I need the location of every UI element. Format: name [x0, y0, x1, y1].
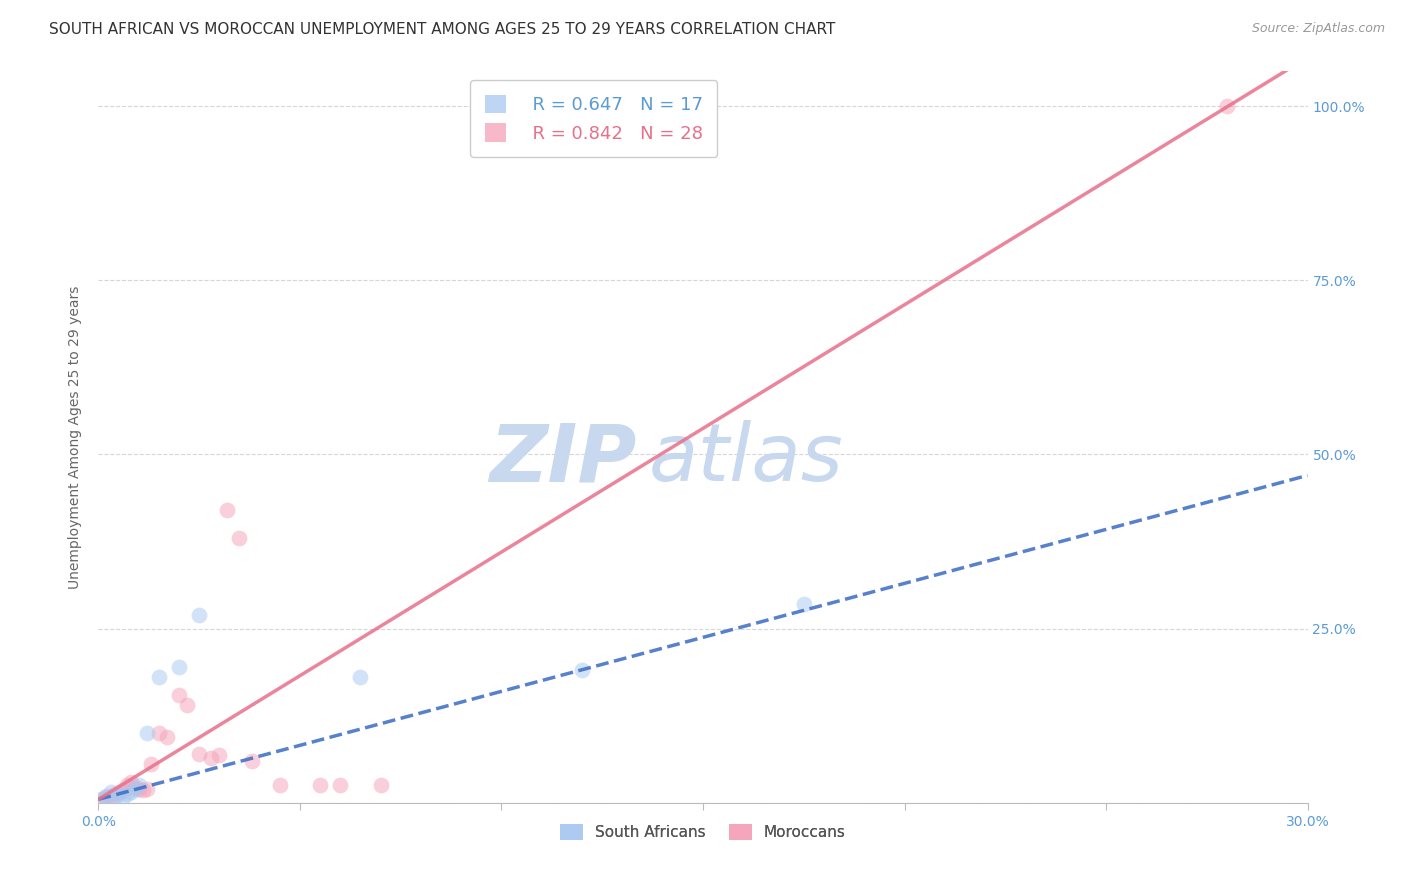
Point [135, 726, 157, 740]
Point [176, 698, 198, 713]
Point [167, 688, 190, 702]
Point [217, 503, 239, 517]
Text: ZIP: ZIP [489, 420, 637, 498]
Point [571, 664, 593, 678]
Point [120, 785, 142, 799]
Point [240, 754, 263, 768]
Point [128, 781, 150, 796]
Point [96, 790, 118, 805]
Point [167, 660, 190, 674]
Point [228, 531, 250, 545]
Point [200, 750, 222, 764]
Point [115, 778, 138, 792]
Point [148, 726, 170, 740]
Point [103, 788, 125, 802]
Point [135, 781, 157, 796]
Point [103, 789, 125, 803]
Point [96, 789, 118, 803]
Point [107, 785, 129, 799]
Text: SOUTH AFRICAN VS MOROCCAN UNEMPLOYMENT AMONG AGES 25 TO 29 YEARS CORRELATION CHA: SOUTH AFRICAN VS MOROCCAN UNEMPLOYMENT A… [49, 22, 835, 37]
Point [269, 778, 291, 792]
Text: atlas: atlas [648, 420, 844, 498]
Legend: South Africans, Moroccans: South Africans, Moroccans [554, 818, 852, 847]
Point [139, 757, 162, 772]
Point [208, 748, 231, 763]
Point [156, 730, 179, 744]
Point [111, 783, 134, 797]
Point [188, 607, 211, 622]
Point [793, 597, 815, 611]
Point [124, 780, 146, 795]
Point [100, 785, 122, 799]
Y-axis label: Unemployment Among Ages 25 to 29 years: Unemployment Among Ages 25 to 29 years [69, 285, 83, 589]
Point [120, 775, 142, 789]
Point [329, 778, 352, 792]
Point [115, 788, 138, 802]
Point [188, 747, 211, 761]
Point [309, 778, 332, 792]
Point [111, 790, 134, 805]
Point [148, 670, 170, 684]
Point [107, 788, 129, 802]
Point [91, 792, 114, 806]
Point [349, 670, 371, 684]
Point [91, 792, 114, 806]
Point [124, 781, 146, 796]
Point [132, 783, 155, 797]
Point [100, 789, 122, 803]
Point [1216, 99, 1239, 113]
Point [128, 778, 150, 792]
Text: Source: ZipAtlas.com: Source: ZipAtlas.com [1251, 22, 1385, 36]
Point [370, 778, 392, 792]
